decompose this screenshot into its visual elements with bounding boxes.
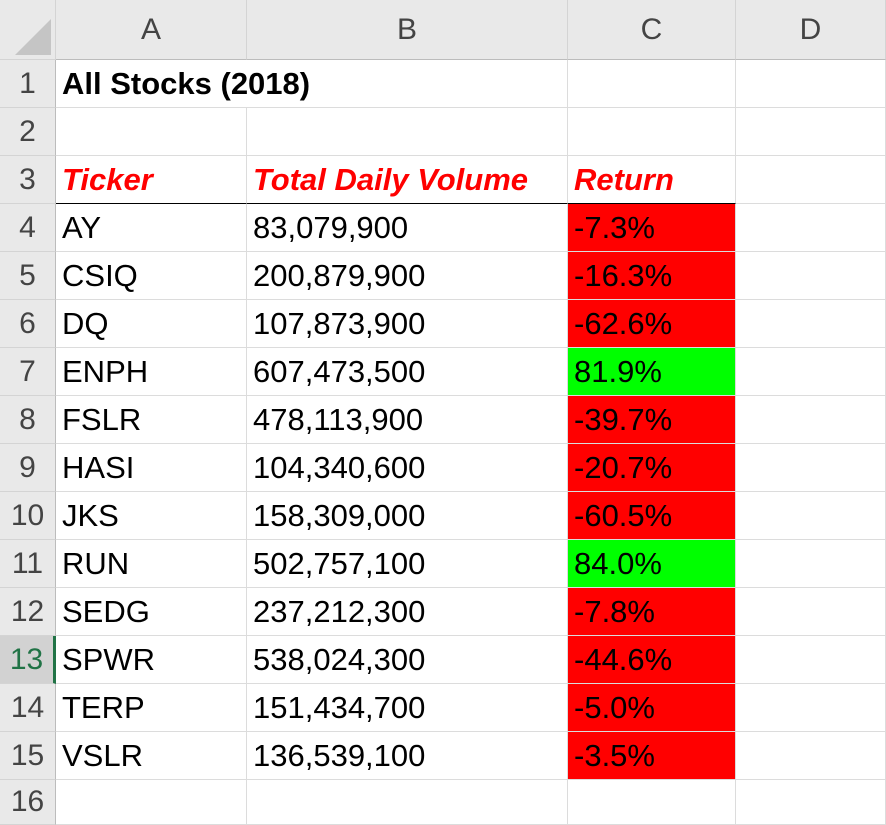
- cell-c16[interactable]: [568, 780, 736, 825]
- return-cell[interactable]: -20.7%: [568, 444, 736, 492]
- row-header-13-active[interactable]: 13: [0, 636, 56, 684]
- cell-d10[interactable]: [736, 492, 886, 540]
- row-header-15[interactable]: 15: [0, 732, 56, 780]
- ticker-cell[interactable]: CSIQ: [56, 252, 247, 300]
- row-header-9[interactable]: 9: [0, 444, 56, 492]
- select-all-corner[interactable]: [0, 0, 56, 60]
- row-header-4[interactable]: 4: [0, 204, 56, 252]
- column-header-a[interactable]: A: [56, 0, 247, 60]
- return-cell[interactable]: -5.0%: [568, 684, 736, 732]
- volume-cell[interactable]: 104,340,600: [247, 444, 568, 492]
- row-header-11[interactable]: 11: [0, 540, 56, 588]
- return-cell[interactable]: -60.5%: [568, 492, 736, 540]
- cell-d3[interactable]: [736, 156, 886, 204]
- volume-cell[interactable]: 237,212,300: [247, 588, 568, 636]
- row-header-14[interactable]: 14: [0, 684, 56, 732]
- ticker-cell[interactable]: VSLR: [56, 732, 247, 780]
- ticker-cell[interactable]: TERP: [56, 684, 247, 732]
- ticker-cell[interactable]: HASI: [56, 444, 247, 492]
- cell-e1[interactable]: [736, 60, 886, 108]
- sheet-title-cell[interactable]: All Stocks (2018): [56, 60, 568, 108]
- cell-d16[interactable]: [736, 780, 886, 825]
- cell-d7[interactable]: [736, 348, 886, 396]
- ticker-cell[interactable]: JKS: [56, 492, 247, 540]
- row-header-8[interactable]: 8: [0, 396, 56, 444]
- row-header-1[interactable]: 1: [0, 60, 56, 108]
- cell-b16[interactable]: [247, 780, 568, 825]
- cell-d14[interactable]: [736, 684, 886, 732]
- cell-d8[interactable]: [736, 396, 886, 444]
- return-cell[interactable]: -7.3%: [568, 204, 736, 252]
- cell-c2[interactable]: [568, 108, 736, 156]
- return-cell[interactable]: -62.6%: [568, 300, 736, 348]
- return-cell[interactable]: -44.6%: [568, 636, 736, 684]
- volume-cell[interactable]: 151,434,700: [247, 684, 568, 732]
- cell-a16[interactable]: [56, 780, 247, 825]
- column-header-b[interactable]: B: [247, 0, 568, 60]
- column-header-d[interactable]: D: [736, 0, 886, 60]
- ticker-cell[interactable]: SPWR: [56, 636, 247, 684]
- volume-cell[interactable]: 136,539,100: [247, 732, 568, 780]
- ticker-cell[interactable]: AY: [56, 204, 247, 252]
- ticker-header-cell[interactable]: Ticker: [56, 156, 247, 204]
- cell-d2[interactable]: [736, 108, 886, 156]
- row-header-5[interactable]: 5: [0, 252, 56, 300]
- row-header-6[interactable]: 6: [0, 300, 56, 348]
- volume-cell[interactable]: 478,113,900: [247, 396, 568, 444]
- volume-cell[interactable]: 607,473,500: [247, 348, 568, 396]
- volume-cell[interactable]: 200,879,900: [247, 252, 568, 300]
- ticker-cell[interactable]: ENPH: [56, 348, 247, 396]
- return-cell[interactable]: -7.8%: [568, 588, 736, 636]
- return-header-cell[interactable]: Return: [568, 156, 736, 204]
- cell-a2[interactable]: [56, 108, 247, 156]
- cell-d6[interactable]: [736, 300, 886, 348]
- row-header-2[interactable]: 2: [0, 108, 56, 156]
- return-cell[interactable]: 84.0%: [568, 540, 736, 588]
- row-header-7[interactable]: 7: [0, 348, 56, 396]
- return-cell[interactable]: -16.3%: [568, 252, 736, 300]
- return-cell[interactable]: -39.7%: [568, 396, 736, 444]
- cell-d9[interactable]: [736, 444, 886, 492]
- volume-cell[interactable]: 502,757,100: [247, 540, 568, 588]
- cell-d1[interactable]: [568, 60, 736, 108]
- column-header-c[interactable]: C: [568, 0, 736, 60]
- cell-d15[interactable]: [736, 732, 886, 780]
- volume-cell[interactable]: 538,024,300: [247, 636, 568, 684]
- volume-cell[interactable]: 83,079,900: [247, 204, 568, 252]
- cell-d12[interactable]: [736, 588, 886, 636]
- volume-cell[interactable]: 107,873,900: [247, 300, 568, 348]
- return-cell[interactable]: -3.5%: [568, 732, 736, 780]
- volume-header-cell[interactable]: Total Daily Volume: [247, 156, 568, 204]
- ticker-cell[interactable]: RUN: [56, 540, 247, 588]
- cell-b2[interactable]: [247, 108, 568, 156]
- ticker-cell[interactable]: SEDG: [56, 588, 247, 636]
- volume-cell[interactable]: 158,309,000: [247, 492, 568, 540]
- ticker-cell[interactable]: FSLR: [56, 396, 247, 444]
- row-header-3[interactable]: 3: [0, 156, 56, 204]
- cell-d13[interactable]: [736, 636, 886, 684]
- row-header-10[interactable]: 10: [0, 492, 56, 540]
- cell-d5[interactable]: [736, 252, 886, 300]
- cell-d11[interactable]: [736, 540, 886, 588]
- select-all-triangle-icon: [15, 19, 51, 55]
- row-header-16[interactable]: 16: [0, 780, 56, 825]
- ticker-cell[interactable]: DQ: [56, 300, 247, 348]
- return-cell[interactable]: 81.9%: [568, 348, 736, 396]
- row-header-12[interactable]: 12: [0, 588, 56, 636]
- cell-d4[interactable]: [736, 204, 886, 252]
